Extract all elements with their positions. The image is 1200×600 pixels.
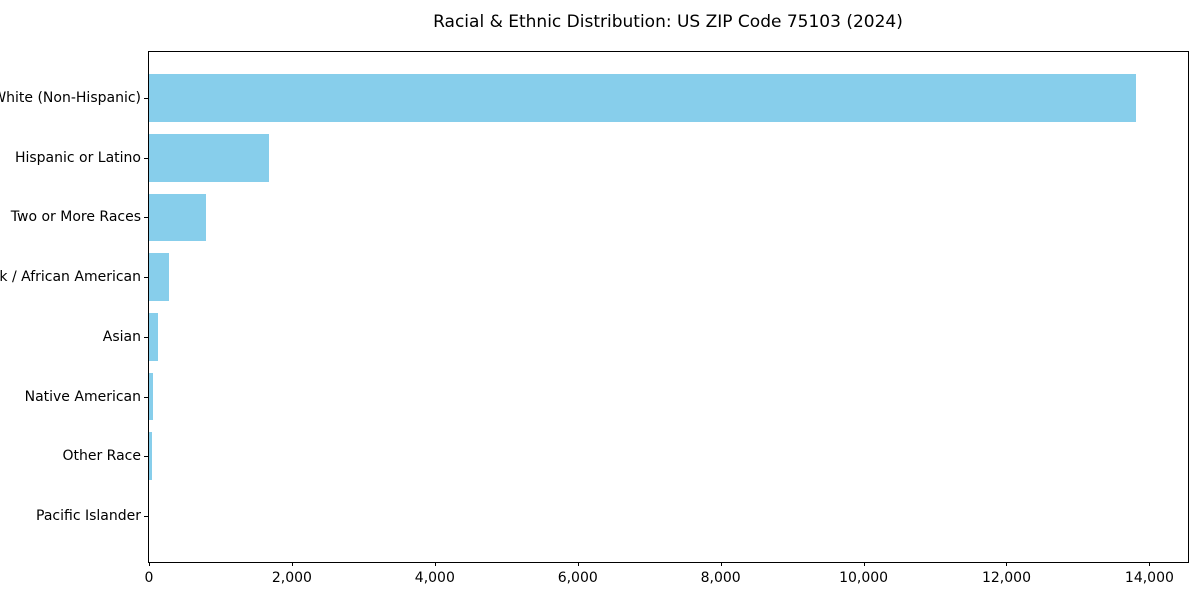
bar-2 <box>149 193 207 242</box>
y-axis-tick <box>144 157 148 159</box>
y-tick-label: Pacific Islander <box>36 508 141 525</box>
y-tick-label: Black / African American <box>0 269 141 286</box>
x-tick-label: 4,000 <box>414 570 455 586</box>
bar-0 <box>149 74 1136 122</box>
x-axis-tick <box>577 562 579 566</box>
x-axis-tick <box>720 562 722 566</box>
y-tick-label: Two or More Races <box>10 209 141 226</box>
x-tick-label: 10,000 <box>839 570 889 586</box>
y-axis-tick <box>144 396 148 398</box>
x-axis-tick <box>863 562 865 566</box>
x-tick-label: 6,000 <box>557 570 598 586</box>
x-axis-tick <box>434 562 436 566</box>
y-axis-tick <box>144 97 148 99</box>
plot-area: White (Non-Hispanic) Hispanic or Latino Tw… <box>0 51 1189 586</box>
y-tick-label: Hispanic or Latino <box>14 149 141 166</box>
x-tick-label: 8,000 <box>700 570 741 586</box>
y-axis-tick <box>144 456 148 458</box>
x-tick-label: 2,000 <box>271 570 312 586</box>
y-axis-tick <box>144 277 148 279</box>
x-axis-tick <box>1006 562 1008 566</box>
x-axis-tick <box>149 562 150 566</box>
x-axis-tick <box>1149 562 1151 566</box>
chart-title: Racial & Ethnic Distribution: US ZIP Cod… <box>433 12 903 32</box>
y-tick-label: Native American <box>24 388 141 405</box>
x-tick-label: 14,000 <box>1124 570 1174 586</box>
y-tick-label: Asian <box>102 328 141 345</box>
bar-1 <box>149 133 270 182</box>
y-tick-label: White (Non-Hispanic) <box>0 89 141 106</box>
x-axis-tick <box>291 562 293 566</box>
bar-5 <box>149 372 154 421</box>
y-axis-tick <box>144 336 148 338</box>
y-axis-tick <box>144 217 148 219</box>
y-axis-tick <box>144 516 148 518</box>
bar-3 <box>149 253 170 302</box>
y-tick-label: Other Race <box>62 448 141 465</box>
bar-4 <box>149 312 158 361</box>
x-tick-label: 12,000 <box>981 570 1031 586</box>
bar-6 <box>149 432 153 481</box>
x-tick-label: 0 <box>144 570 154 586</box>
